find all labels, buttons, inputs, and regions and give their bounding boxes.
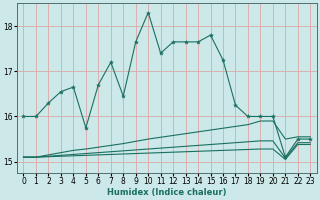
X-axis label: Humidex (Indice chaleur): Humidex (Indice chaleur) <box>107 188 227 197</box>
